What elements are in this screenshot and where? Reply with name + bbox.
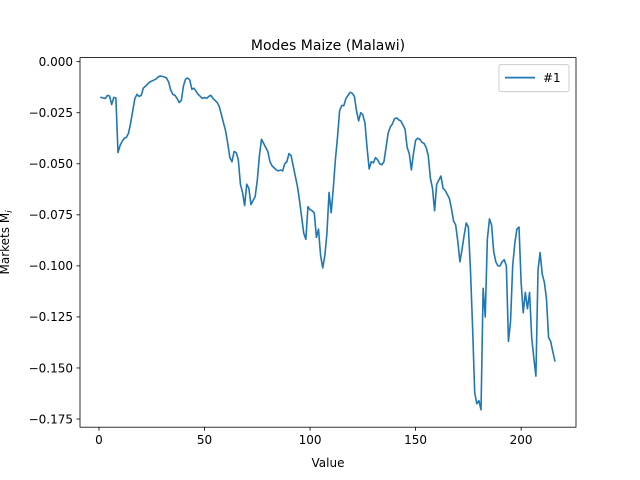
series-line-#1: [100, 75, 556, 411]
legend-label-#1: #1: [543, 71, 561, 85]
x-axis-title: Value: [312, 456, 345, 470]
y-axis-title-subscript: i: [5, 210, 15, 213]
y-tick-label: −0.050: [29, 157, 73, 171]
y-tick-label: −0.125: [29, 310, 73, 324]
y-tick-label: −0.100: [29, 259, 73, 273]
x-tick-label: 200: [510, 433, 533, 447]
x-tick-label: 100: [299, 433, 322, 447]
y-axis: 0.000 −0.025 −0.050 −0.075 −0.100 −0.125 −0.15…: [29, 55, 80, 426]
plot-frame: [79, 57, 577, 428]
y-tick-label: −0.025: [29, 106, 73, 120]
x-tick-label: 50: [197, 433, 212, 447]
y-tick-label: 0.000: [39, 55, 73, 69]
y-tick-label: −0.175: [29, 412, 73, 426]
x-axis: 0 50 100 150 200: [95, 427, 533, 447]
y-tick-label: −0.075: [29, 208, 73, 222]
y-tick-label: −0.150: [29, 361, 73, 375]
y-axis-title-main: Markets M: [0, 213, 12, 275]
plot-area: [80, 57, 576, 428]
x-tick-label: 0: [95, 433, 103, 447]
chart-title: Modes Maize (Malawi): [251, 38, 405, 54]
y-axis-title: Markets Mi: [0, 210, 15, 275]
x-tick-label: 150: [404, 433, 427, 447]
series-layer: [100, 75, 556, 411]
legend: #1: [498, 64, 570, 93]
